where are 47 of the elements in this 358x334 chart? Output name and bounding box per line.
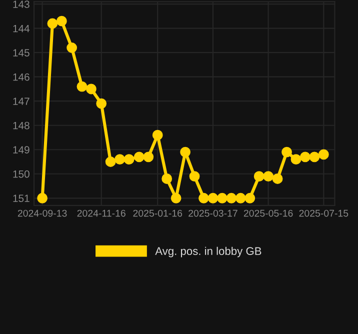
point [254, 171, 264, 182]
point [180, 146, 190, 158]
point [318, 149, 329, 160]
x-tick-label: 2025-03-17 [188, 210, 238, 217]
point [56, 16, 67, 26]
x-tick-label: 2025-05-16 [244, 210, 293, 217]
point [300, 152, 310, 162]
point [189, 171, 200, 182]
point [124, 154, 134, 165]
point [114, 154, 126, 165]
point [105, 156, 116, 167]
point [263, 171, 274, 182]
point [86, 84, 96, 94]
point [226, 192, 237, 204]
y-tick-label: 148 [13, 122, 30, 130]
point [152, 130, 163, 140]
point [235, 192, 246, 204]
y-tick-label: 146 [13, 73, 30, 81]
point [134, 152, 144, 162]
point [170, 192, 182, 204]
y-tick-label: 149 [13, 146, 30, 154]
x-tick-label: 2024-09-13 [18, 210, 67, 217]
y-tick-label: 150 [13, 170, 30, 178]
point [198, 192, 209, 204]
point [282, 146, 292, 158]
y-tick-label: 151 [13, 194, 30, 202]
point [162, 174, 172, 184]
y-tick-label: 145 [13, 49, 30, 56]
legend-label: Avg. pos. in lobby GB [155, 246, 262, 258]
y-tick-label: 143 [13, 0, 30, 8]
x-tick-label: 2025-01-16 [133, 210, 182, 217]
x-tick-label: 2024-11-16 [77, 210, 126, 217]
point [47, 18, 58, 29]
point [143, 152, 154, 162]
point [309, 152, 320, 162]
point [272, 174, 283, 184]
y-tick-label: 147 [13, 98, 30, 105]
point [216, 192, 228, 204]
point [37, 192, 48, 204]
y-tick-label: 144 [13, 24, 30, 32]
x-tick-label: 2025-07-15 [299, 210, 348, 217]
point [96, 98, 107, 109]
point [76, 81, 88, 92]
point [208, 192, 218, 204]
point [244, 192, 256, 204]
point [66, 42, 78, 53]
point [290, 154, 302, 165]
